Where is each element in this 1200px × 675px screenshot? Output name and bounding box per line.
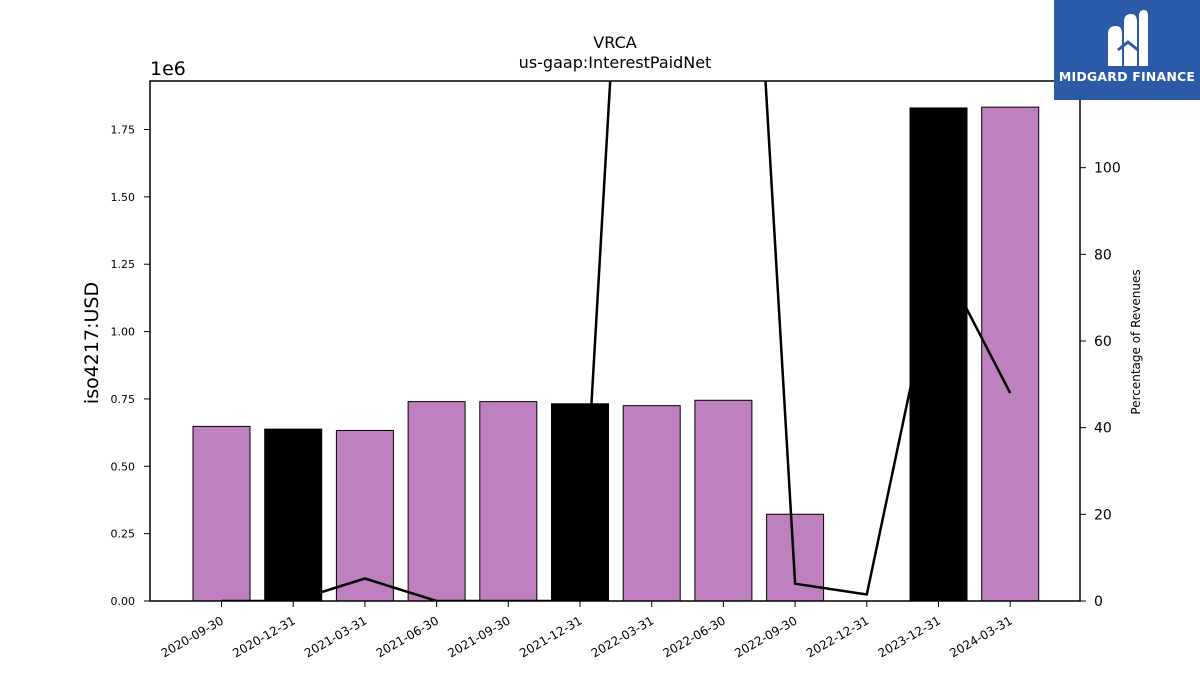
axes-layer: 0.00 0.25 0.50 0.75 1.00 1.25 1.50 1.75 0 20 40 60 8…	[111, 80, 1121, 660]
y-tick-label: 0.00	[111, 595, 136, 608]
bar-2022-06-30	[694, 399, 753, 602]
bar-2022-09-30	[766, 513, 825, 602]
y-tick-label: 0.50	[111, 460, 136, 473]
x-tick-label: 2024-03-31	[947, 613, 1014, 660]
bar-2023-12-31	[909, 107, 968, 602]
y2-tick-label: 40	[1094, 421, 1112, 437]
x-tick-label: 2021-03-31	[302, 613, 369, 660]
y2-tick-label: 20	[1094, 507, 1112, 523]
line-layer	[221, 81, 1012, 601]
brand-logo: MIDGARD FINANCE	[1054, 0, 1200, 100]
y2-tick-label: 0	[1094, 594, 1103, 610]
x-tick-label: 2023-12-31	[876, 613, 943, 660]
x-tick-label: 2022-03-31	[589, 613, 656, 660]
x-tick-label: 2021-12-31	[517, 613, 584, 660]
x-tick-label: 2022-06-30	[660, 613, 727, 660]
y-tick-label: 0.25	[111, 528, 136, 541]
y-offset-label: 1e6	[150, 58, 186, 80]
bar-2021-06-30	[407, 401, 466, 602]
x-tick-label: 2021-09-30	[445, 613, 512, 660]
x-tick-label: 2022-09-30	[732, 613, 799, 660]
y-tick-label: 1.75	[111, 123, 136, 136]
bar-2020-12-31	[264, 428, 323, 602]
bars-layer	[192, 106, 1040, 602]
bar-2022-03-31	[622, 405, 681, 602]
percentage-line	[221, 81, 1012, 601]
bar-2021-09-30	[479, 401, 538, 602]
y2-tick-label: 60	[1094, 334, 1112, 350]
bar-2020-09-30	[192, 425, 251, 602]
chart-title: VRCA	[593, 33, 636, 52]
bar-2021-03-31	[335, 429, 394, 602]
y-tick-label: 1.00	[111, 326, 136, 339]
midgard-m-logo-icon	[1108, 10, 1148, 66]
y2-tick-label: 80	[1094, 247, 1112, 263]
y-tick-label: 0.75	[111, 393, 136, 406]
x-tick-label: 2021-06-30	[374, 613, 441, 660]
x-tick-label: 2020-12-31	[230, 613, 297, 660]
y-tick-label: 1.25	[111, 258, 136, 271]
chart-subtitle: us-gaap:InterestPaidNet	[519, 53, 712, 72]
y2-tick-label: 100	[1094, 161, 1121, 177]
y2-axis-label: Percentage of Revenues	[1129, 269, 1143, 414]
y-axis-label: iso4217:USD	[81, 282, 103, 404]
brand-name: MIDGARD FINANCE	[1058, 69, 1196, 84]
y-tick-label: 1.50	[111, 191, 136, 204]
bar-2021-12-31	[551, 403, 609, 602]
x-tick-label: 2020-09-30	[159, 613, 226, 660]
x-tick-label: 2022-12-31	[804, 613, 871, 660]
